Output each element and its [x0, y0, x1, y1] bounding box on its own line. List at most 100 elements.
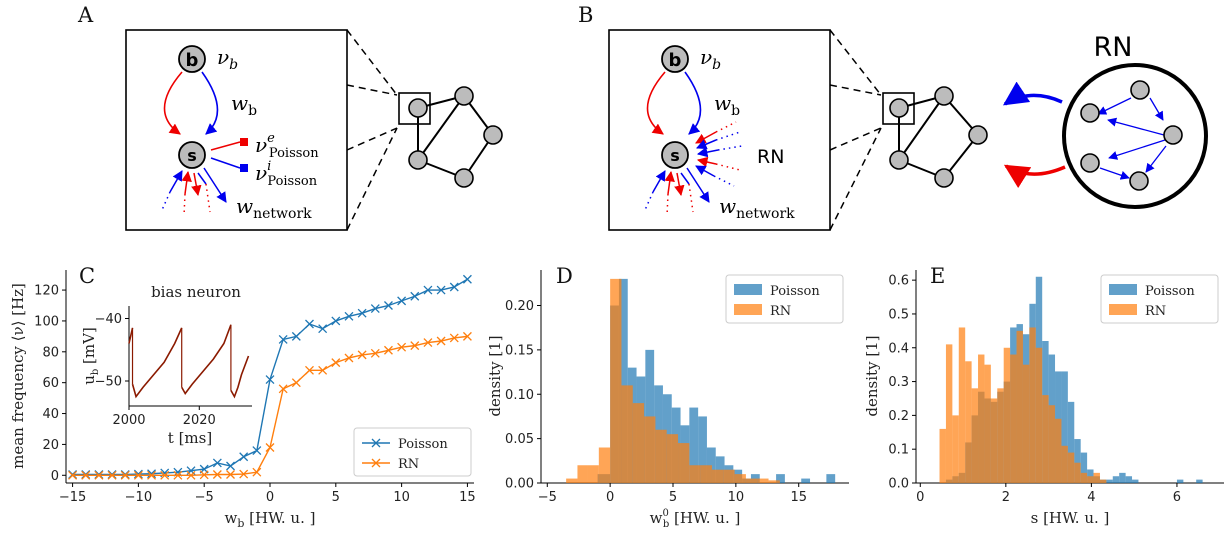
data-point — [173, 470, 183, 480]
hist-bar-poisson — [1125, 476, 1133, 483]
hist-bar-rn — [1074, 462, 1081, 483]
chart-d: −5 0 5 10 15 0.00 0.05 0.10 0.15 0.20 Poisson RN w0 b… — [486, 270, 849, 530]
rn-inline-label: RN — [757, 146, 784, 168]
y-tick-label: 0.2 — [888, 409, 909, 424]
x-tick-label: 0 — [266, 490, 274, 505]
x-tick-label: 5 — [332, 490, 340, 505]
y-axis-label: density [1] — [863, 335, 881, 416]
data-point — [252, 446, 262, 456]
data-point — [449, 282, 459, 292]
y-axis-label: density [1] — [486, 335, 504, 416]
x-axis-label: s [HW. u. ] — [1031, 509, 1110, 527]
hist-bar-poisson — [618, 278, 628, 483]
w-network-label-b: wnetwork — [719, 194, 795, 222]
data-point — [410, 291, 420, 301]
hist-bar-poisson — [689, 407, 699, 483]
x-tick-label: 2000 — [112, 413, 145, 428]
data-point — [133, 469, 143, 479]
y-tick-label: 100 — [34, 314, 59, 329]
data-point — [120, 470, 130, 480]
hist-bar-rn — [1093, 472, 1100, 483]
bias-node-label-b: b — [669, 50, 682, 71]
y-tick-label: 0.5 — [888, 307, 909, 322]
hist-bar-rn — [610, 278, 622, 483]
hist-bar-poisson — [1119, 472, 1126, 483]
y-tick-label: 0 — [51, 469, 59, 484]
hist-bar-rn — [984, 364, 991, 483]
data-point — [147, 469, 157, 479]
hist-bar-rn — [666, 434, 679, 483]
hist-bar-poisson — [1196, 479, 1203, 483]
y-tick-label: 0.4 — [888, 341, 909, 356]
hist-bar-rn — [1029, 327, 1036, 483]
y-tick-label: 0.10 — [505, 388, 534, 403]
y-tick-label: 120 — [34, 284, 59, 299]
data-point — [199, 470, 209, 480]
x-tick-label: 0 — [916, 490, 924, 505]
hist-bar-rn — [997, 388, 1004, 483]
bias-neuron-node-a — [178, 45, 206, 73]
y-tick-label: −50 — [95, 375, 122, 390]
hist-bar-rn — [1042, 395, 1049, 483]
hist-bar-rn — [577, 465, 588, 483]
data-point — [265, 443, 275, 452]
nu-b-label-a: νb — [217, 45, 238, 73]
hist-bar-poisson — [776, 474, 785, 483]
membrane-trace-segment — [131, 327, 183, 399]
x-axis-label: w0 b [HW. u. ] — [650, 508, 741, 530]
inset-y-label: ub [mV] — [80, 327, 101, 385]
data-point — [423, 285, 433, 295]
hist-bar-poisson — [1061, 371, 1068, 483]
hist-bar-rn — [1016, 330, 1023, 483]
y-tick-label: 40 — [42, 407, 59, 422]
bias-neuron-node-b — [661, 45, 689, 73]
membrane-trace-segment — [230, 355, 250, 399]
data-point — [226, 461, 235, 471]
x-tick-label: −5 — [538, 490, 557, 505]
inset-x-label: t [ms] — [168, 429, 212, 447]
data-point — [107, 470, 117, 480]
s-node-label-a: s — [187, 146, 197, 165]
data-point — [186, 470, 196, 480]
nu-b-label-b: νb — [700, 45, 721, 73]
data-point — [239, 469, 249, 479]
rn-to-network-red-arrow — [1003, 164, 1066, 189]
data-point — [397, 296, 407, 306]
data-point — [371, 458, 381, 468]
rn-to-network-blue-arrow — [1002, 81, 1063, 106]
hist-bar-rn — [1035, 347, 1043, 483]
w-b-label-b: wb — [714, 91, 740, 119]
y-tick-label: 0.05 — [505, 432, 534, 447]
data-point — [370, 304, 380, 314]
x-tick-label: 10 — [728, 490, 745, 505]
hist-bar-rn — [958, 327, 966, 483]
hist-bar-rn — [598, 447, 611, 483]
bias-to-s-red-arrow — [163, 71, 183, 135]
hist-bar-rn — [723, 469, 735, 483]
data-point — [318, 365, 328, 375]
x-tick-label: −5 — [195, 490, 214, 505]
data-point — [252, 467, 262, 477]
hist-bar-rn — [745, 478, 758, 483]
hist-bar-poisson — [1074, 439, 1081, 483]
s-node-label-b: s — [670, 146, 680, 165]
legend-entry: RN — [398, 457, 419, 472]
chart-c: −15 −10 −5 0 5 10 15020406080100120PoissonRNwb… — [9, 270, 476, 530]
chart-e: 0 2 4 6 0.0 0.1 0.2 0.3 0.4 0.5 0.6 Poisson RN s [HW.… — [863, 270, 1224, 527]
panel-b: B b s νb wb RN wnetwork — [578, 3, 1208, 231]
hist-bar-rn — [711, 469, 724, 483]
data-point — [370, 348, 380, 358]
x-tick-label: 15 — [459, 490, 476, 505]
hist-bar-rn — [655, 429, 667, 483]
hist-bar-rn — [1055, 418, 1062, 483]
data-point — [344, 311, 354, 321]
x-tick-label: 0 — [606, 490, 614, 505]
poisson-e-source — [240, 138, 248, 146]
data-point — [462, 274, 472, 284]
hist-bar-rn — [978, 354, 985, 483]
y-tick-label: 0.20 — [505, 299, 534, 314]
data-point — [94, 470, 104, 480]
data-point — [331, 316, 341, 326]
hist-bar-rn — [1061, 445, 1068, 483]
data-point — [147, 470, 157, 480]
